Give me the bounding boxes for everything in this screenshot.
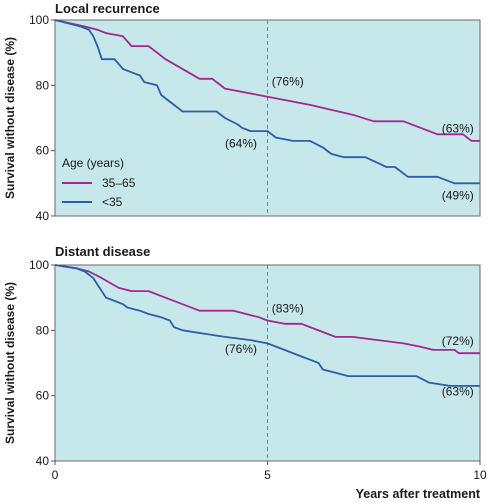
- data-label: (63%): [442, 122, 474, 136]
- panel-local-recurrence: Local recurrence Survival without diseas…: [3, 1, 481, 223]
- data-label: (72%): [442, 334, 474, 348]
- series-line-under-35: [54, 19, 480, 185]
- x-axis-ticks: 0 5 10: [52, 461, 487, 482]
- data-label: (76%): [272, 74, 304, 88]
- y-tick-label: 80: [36, 323, 50, 337]
- series-line-under-35: [54, 264, 480, 387]
- data-label: (63%): [442, 385, 474, 399]
- y-tick-label: 60: [36, 389, 50, 403]
- panel-title: Distant disease: [55, 244, 150, 259]
- legend-label-under-35: <35: [102, 195, 123, 209]
- y-tick-label: 100: [29, 13, 49, 27]
- data-label: (83%): [272, 301, 304, 315]
- x-tick-label: 0: [52, 468, 59, 482]
- y-tick-label: 40: [36, 454, 50, 468]
- legend-label-35-65: 35–65: [102, 176, 136, 190]
- annotations: (83%) (76%) (72%) (63%): [225, 301, 474, 398]
- panel-distant-disease: Distant disease Survival without disease…: [3, 244, 487, 501]
- y-tick-label: 80: [36, 78, 50, 92]
- data-label: (76%): [225, 342, 257, 356]
- series-group: [54, 19, 480, 185]
- y-axis-ticks: 40 60 80 100: [29, 13, 55, 223]
- panel-title: Local recurrence: [55, 1, 160, 16]
- x-tick-label: 5: [264, 468, 271, 482]
- data-label: (64%): [225, 136, 257, 150]
- x-tick-label: 10: [473, 468, 487, 482]
- series-group: [54, 264, 480, 387]
- y-axis-ticks: 40 60 80 100: [29, 258, 55, 468]
- annotations: (76%) (64%) (63%) (49%): [225, 74, 474, 202]
- legend-title: Age (years): [62, 156, 124, 170]
- series-line-35-65: [54, 19, 480, 142]
- y-axis-label: Survival without disease (%): [3, 37, 17, 199]
- y-tick-label: 40: [36, 209, 50, 223]
- y-tick-label: 100: [29, 258, 49, 272]
- y-tick-label: 60: [36, 144, 50, 158]
- y-axis-label: Survival without disease (%): [3, 282, 17, 444]
- data-label: (49%): [442, 189, 474, 203]
- series-line-35-65: [54, 264, 480, 355]
- x-axis-label: Years after treatment: [356, 487, 481, 501]
- legend: Age (years) 35–65 <35: [62, 156, 136, 209]
